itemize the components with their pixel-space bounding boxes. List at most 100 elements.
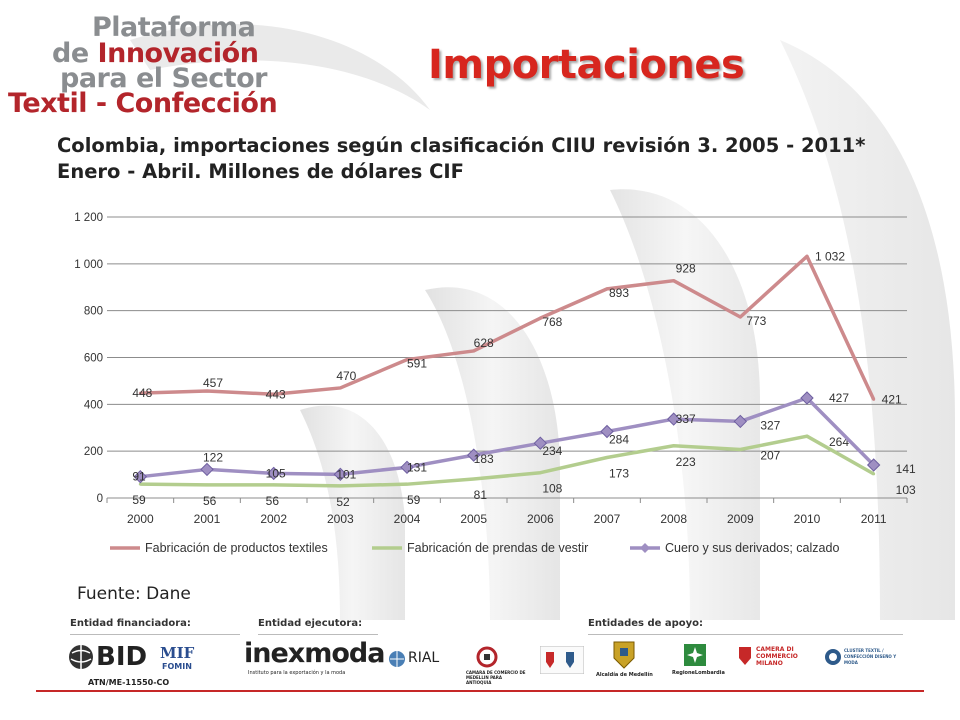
data-label: 457 — [203, 376, 223, 390]
data-point — [538, 316, 542, 320]
data-label: 108 — [542, 482, 562, 496]
data-label: 448 — [132, 386, 152, 400]
logo-line-2a: de — [52, 38, 98, 69]
x-tick-label: 2003 — [327, 512, 354, 526]
series-line-2 — [140, 396, 875, 479]
data-label: 183 — [474, 452, 494, 466]
logo-line-4: Textil - Confección — [8, 88, 278, 119]
data-label: 103 — [896, 483, 916, 497]
data-label: 893 — [609, 286, 629, 300]
data-label: 284 — [609, 432, 629, 446]
data-label: 427 — [829, 391, 849, 405]
data-point — [133, 469, 148, 484]
page-title: Importaciones — [428, 42, 745, 88]
camera-milano-emblem-icon — [739, 647, 751, 665]
label-financiadora: Entidad financiadora: — [70, 618, 191, 629]
y-tick-label: 0 — [97, 493, 103, 505]
data-point — [538, 471, 542, 475]
data-point — [466, 448, 481, 462]
data-point — [800, 391, 814, 405]
legend-marker — [640, 543, 650, 553]
data-label: 81 — [474, 488, 488, 502]
data-point — [733, 414, 748, 429]
label-ejecutora: Entidad ejecutora: — [258, 618, 363, 629]
data-point — [272, 392, 276, 396]
camara-medellin-emblem-icon — [476, 646, 498, 668]
data-label: 141 — [896, 462, 916, 476]
cluster-logo: CLUSTER TEXTIL / CONFECCIÓN DISEÑO Y MOD… — [844, 648, 897, 665]
legend-label: Fabricación de prendas de vestir — [407, 541, 588, 555]
data-label: 223 — [676, 455, 696, 469]
x-tick-label: 2004 — [394, 512, 421, 526]
camara-medellin-logo: CAMARA DE COMERCIO DE MEDELLIN PARA ANTI… — [466, 670, 526, 685]
data-point — [405, 358, 409, 362]
bid-globe-icon — [69, 645, 93, 669]
data-label: 56 — [266, 494, 280, 508]
x-tick-label: 2009 — [727, 512, 754, 526]
series-line-1 — [140, 434, 875, 488]
x-tick-label: 2000 — [127, 512, 154, 526]
cluster-emblem-icon — [825, 649, 841, 665]
x-tick-label: 2005 — [460, 512, 487, 526]
data-point — [672, 444, 676, 448]
logo-line-3: para el Sector — [60, 63, 267, 94]
camera-milano-logo: CAMERA DI COMMERCIO MILANO — [756, 646, 798, 667]
data-point — [738, 315, 742, 319]
regione-lombardia-rose-icon — [684, 644, 706, 666]
data-point — [205, 389, 209, 393]
data-label: 52 — [336, 495, 350, 509]
logo-line-1: Plataforma — [92, 12, 256, 43]
rial-logo: RIAL — [408, 650, 440, 666]
data-point — [666, 412, 681, 426]
data-point — [866, 458, 881, 472]
y-tick-label: 400 — [84, 399, 103, 411]
data-point — [405, 482, 409, 486]
data-point — [738, 448, 742, 452]
data-point — [805, 434, 809, 438]
x-tick-label: 2008 — [660, 512, 687, 526]
data-label: 337 — [676, 412, 696, 426]
data-point — [472, 477, 476, 481]
y-tick-label: 200 — [84, 446, 103, 458]
regione-lombardia-logo: RegioneLombardia — [672, 670, 725, 676]
legend-label: Fabricación de productos textiles — [145, 541, 328, 555]
data-point — [338, 386, 342, 390]
data-label: 56 — [203, 494, 217, 508]
data-point — [266, 466, 281, 481]
x-tick-label: 2006 — [527, 512, 554, 526]
data-point — [805, 254, 809, 258]
footer-accent-bar — [36, 690, 924, 692]
data-point — [205, 483, 209, 487]
data-point — [605, 287, 609, 291]
source-note: Fuente: Dane — [77, 584, 191, 604]
alcaldia-medellin-crest-icon — [613, 641, 635, 669]
data-label: 443 — [266, 387, 286, 401]
label-apoyo: Entidades de apoyo: — [588, 618, 704, 629]
atn-code: ATN/ME-11550-CO — [88, 678, 170, 687]
data-label: 207 — [760, 449, 780, 463]
data-point — [600, 424, 614, 439]
data-label: 768 — [542, 315, 562, 329]
divider-financiadora — [70, 634, 240, 635]
data-label: 91 — [132, 470, 146, 484]
data-label: 928 — [676, 262, 696, 276]
x-tick-label: 2011 — [861, 512, 887, 526]
x-tick-label: 2001 — [194, 512, 221, 526]
data-point — [200, 462, 214, 477]
data-label: 421 — [882, 392, 902, 406]
data-label: 1 032 — [815, 249, 845, 263]
logo-line-2b: Innovación — [97, 38, 259, 69]
data-point — [472, 349, 476, 353]
italian-crests-icon — [540, 646, 584, 674]
data-label: 591 — [407, 357, 427, 371]
logo-plataforma-innovacion: Plataforma de Innovación para el Sector … — [8, 10, 278, 117]
data-label: 327 — [760, 418, 780, 432]
y-tick-label: 600 — [84, 353, 103, 365]
y-tick-label: 800 — [84, 306, 103, 318]
divider-ejecutora — [258, 634, 378, 635]
inexmoda-tagline: Instituto para la exportación y la moda — [248, 670, 346, 676]
data-label: 773 — [746, 314, 766, 328]
data-point — [533, 436, 548, 450]
x-tick-label: 2007 — [594, 512, 621, 526]
x-tick-label: 2002 — [260, 512, 287, 526]
